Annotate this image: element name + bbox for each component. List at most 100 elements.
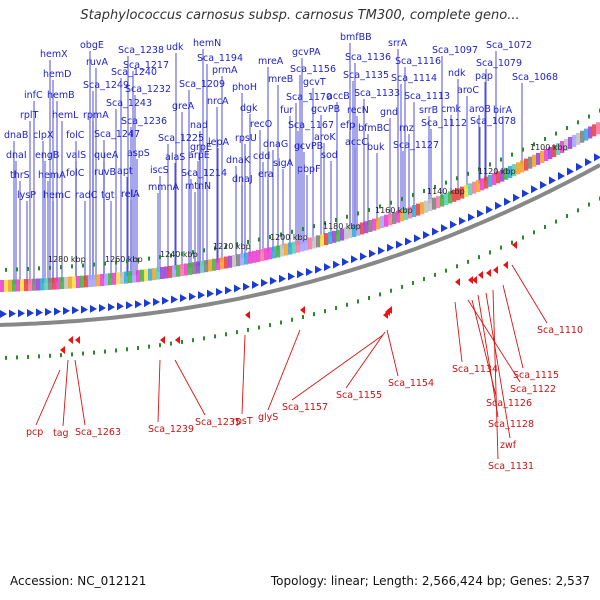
gene-label[interactable]: Sca_1078	[470, 116, 516, 127]
gene-label[interactable]: era	[258, 169, 274, 180]
gene-label[interactable]: rpmA	[83, 110, 109, 121]
gene-label[interactable]: ruvB	[94, 167, 116, 178]
rna-label[interactable]: Sca_1235	[195, 417, 241, 428]
rna-label[interactable]: Sca_1239	[148, 424, 194, 435]
gene-label[interactable]: sigA	[273, 158, 294, 169]
gene-label[interactable]: Sca_1170	[286, 92, 332, 103]
gene-label[interactable]: recO	[250, 119, 272, 130]
gene-label[interactable]: fur	[280, 105, 293, 116]
rna-label[interactable]: rpsT	[232, 416, 253, 427]
gene-label[interactable]: hemN	[193, 38, 221, 49]
rna-label[interactable]: Sca_1155	[336, 390, 382, 401]
gene-label[interactable]: obgE	[80, 40, 104, 51]
rna-label[interactable]: Sca_1126	[486, 398, 532, 409]
gene-label[interactable]: alaS	[165, 152, 185, 163]
gene-label[interactable]: Sca_1079	[476, 58, 522, 69]
gene-label[interactable]: Sca_1209	[179, 79, 225, 90]
gene-label[interactable]: ruvA	[86, 57, 109, 68]
gene-label[interactable]: iscS	[150, 165, 169, 176]
gene-label[interactable]: Sca_1156	[290, 64, 336, 75]
gene-label[interactable]: bmfBB	[340, 32, 372, 43]
gene-label[interactable]: rpsU	[235, 133, 257, 144]
rna-label[interactable]: Sca_1122	[510, 384, 556, 395]
gene-label[interactable]: mmnA	[148, 182, 180, 193]
rna-label[interactable]: Sca_1115	[513, 370, 559, 381]
rna-label[interactable]: Sca_1154	[388, 378, 434, 389]
gene-label[interactable]: mreA	[258, 56, 284, 67]
gene-label[interactable]: folC	[66, 168, 85, 179]
gene-label[interactable]: queA	[94, 150, 119, 161]
gene-label[interactable]: Sca_1116	[395, 56, 441, 67]
gene-label[interactable]: Sca_1068	[512, 72, 558, 83]
gene-label[interactable]: Sca_1238	[118, 45, 164, 56]
gene-label[interactable]: phoH	[232, 82, 257, 93]
rna-label[interactable]: Sca_1157	[282, 402, 328, 413]
gene-label[interactable]: accC	[345, 137, 368, 148]
rna-label[interactable]: Sca_1131	[488, 461, 534, 472]
gene-label[interactable]: Sca_1249	[83, 80, 129, 91]
gene-label[interactable]: prmA	[212, 65, 238, 76]
rna-label[interactable]: pcp	[26, 427, 43, 438]
gene-label[interactable]: Sca_1225	[158, 133, 204, 144]
gene-label[interactable]: lepA	[208, 137, 230, 148]
gene-label[interactable]: rplT	[20, 110, 39, 121]
gene-label[interactable]: hemX	[40, 49, 68, 60]
rna-label[interactable]: zwf	[500, 440, 517, 451]
gene-label[interactable]: sod	[321, 150, 338, 161]
gene-label[interactable]: Sca_1113	[404, 91, 450, 102]
gene-label[interactable]: aroC	[457, 85, 479, 96]
gene-label[interactable]: Sca_1136	[345, 52, 391, 63]
gene-label[interactable]: hemL	[52, 110, 79, 121]
gene-label[interactable]: gnd	[380, 107, 398, 118]
gene-label[interactable]: infC	[24, 90, 43, 101]
gene-label[interactable]: Sca_1194	[197, 53, 243, 64]
gene-label[interactable]: efp	[340, 120, 355, 131]
gene-label[interactable]: Sca_1217	[123, 60, 169, 71]
gene-label[interactable]: rnz	[399, 123, 414, 134]
gene-label[interactable]: cmk	[441, 104, 461, 115]
gene-label[interactable]: clpX	[33, 130, 54, 141]
gene-label[interactable]: Sca_1232	[125, 84, 171, 95]
gene-label[interactable]: apt	[117, 166, 133, 177]
gene-label[interactable]: nrcA	[207, 96, 229, 107]
gene-label[interactable]: dnaG	[263, 139, 288, 150]
gene-label[interactable]: hemA	[38, 170, 66, 181]
gene-label[interactable]: accB	[327, 91, 350, 102]
gene-label[interactable]: cdd	[253, 151, 270, 162]
gene-label[interactable]: nad	[190, 120, 208, 131]
gene-label[interactable]: engB	[35, 150, 59, 161]
gene-label[interactable]: Sca_1214	[181, 168, 227, 179]
gene-label[interactable]: Sca_1127	[393, 140, 439, 151]
gene-label[interactable]: Sca_1114	[391, 73, 437, 84]
gene-label[interactable]: lysP	[17, 190, 36, 201]
gene-label[interactable]: mreB	[268, 74, 293, 85]
gene-label[interactable]: dnaB	[4, 130, 28, 141]
gene-label[interactable]: hemC	[43, 190, 71, 201]
gene-label[interactable]: srrB	[419, 105, 438, 116]
gene-label[interactable]: ndk	[448, 68, 466, 79]
gene-label[interactable]: gcvPA	[292, 47, 321, 58]
gene-label[interactable]: Sca_1240	[111, 67, 157, 78]
gene-label[interactable]: Sca_1133	[354, 88, 400, 99]
gene-label[interactable]: grpE	[190, 142, 212, 153]
rna-label[interactable]: glyS	[258, 412, 278, 423]
gene-label[interactable]: dgk	[240, 103, 258, 114]
gene-label[interactable]: pbpF	[297, 164, 321, 175]
gene-label[interactable]: Sca_1112	[421, 118, 467, 129]
gene-label[interactable]: aspS	[127, 148, 150, 159]
gene-label[interactable]: valS	[66, 150, 86, 161]
gene-label[interactable]: dnaK	[226, 155, 251, 166]
gene-label[interactable]: folC	[66, 130, 85, 141]
gene-label[interactable]: dnaI	[6, 150, 27, 161]
gene-label[interactable]: hemD	[43, 69, 71, 80]
gene-label[interactable]: arpE	[188, 150, 210, 161]
gene-label[interactable]: Sca_1072	[486, 40, 532, 51]
rna-label[interactable]: Sca_1134	[452, 364, 498, 375]
rna-label[interactable]: Sca_1110	[537, 325, 583, 336]
gene-label[interactable]: udk	[166, 42, 184, 53]
gene-label[interactable]: radC	[75, 190, 98, 201]
gene-label[interactable]: bfmBC	[358, 123, 390, 134]
gene-label[interactable]: pap	[475, 71, 493, 82]
gene-label[interactable]: aroK	[314, 132, 336, 143]
gene-label[interactable]: gcvPB	[311, 104, 340, 115]
